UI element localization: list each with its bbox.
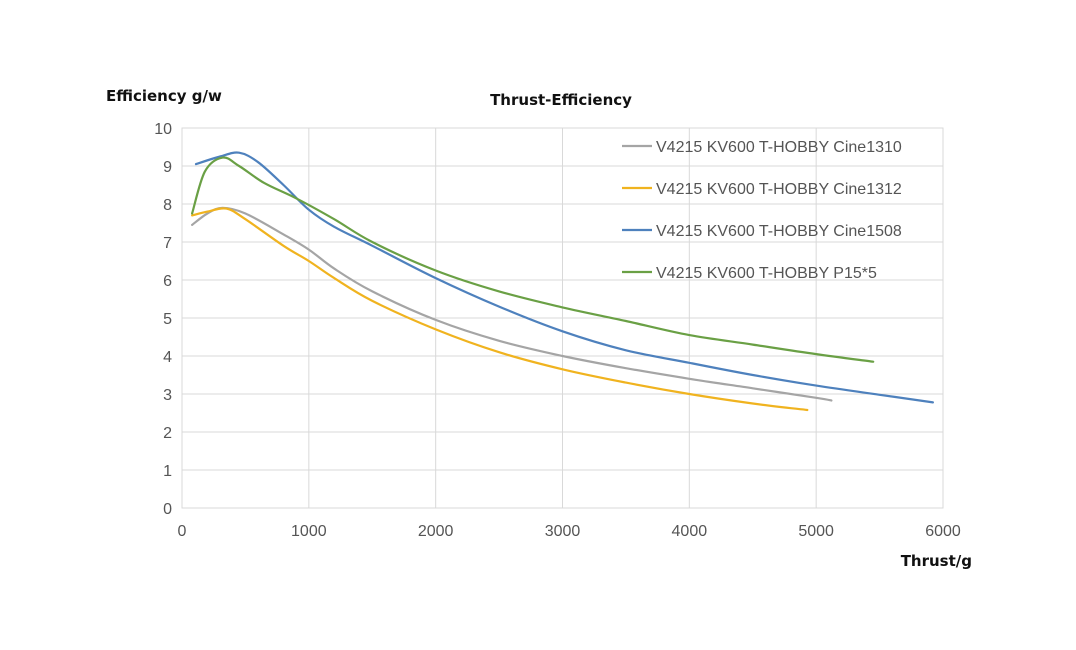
series-lines	[191, 151, 934, 412]
x-tick-label: 6000	[925, 523, 961, 540]
legend-label-2: V4215 KV600 T-HOBBY Cine1312	[656, 181, 902, 198]
y-tick-label: 10	[154, 121, 172, 138]
axis-ticks: 0 1 2 3 4 5 6 7 8 9 10 0 1000 2000 3000 4000 5000 6000	[154, 121, 961, 540]
x-tick-label: 0	[178, 523, 187, 540]
legend-label-3: V4215 KV600 T-HOBBY Cine1508	[656, 223, 902, 240]
x-tick-label: 4000	[672, 523, 708, 540]
y-axis-label: Efficiency g/w	[106, 87, 222, 105]
series-line-4	[191, 156, 875, 363]
x-tick-label: 3000	[545, 523, 581, 540]
plot-area-border	[181, 127, 944, 509]
legend: V4215 KV600 T-HOBBY Cine1310 V4215 KV600 …	[622, 139, 902, 282]
series-line-3	[194, 151, 934, 404]
y-tick-label: 2	[163, 425, 172, 442]
series-line-2	[191, 207, 809, 412]
legend-label-1: V4215 KV600 T-HOBBY Cine1310	[656, 139, 902, 156]
grid	[181, 127, 944, 509]
series-line-1	[191, 206, 833, 402]
x-tick-label: 1000	[291, 523, 327, 540]
y-tick-label: 5	[163, 311, 172, 328]
y-tick-label: 1	[163, 463, 172, 480]
y-tick-label: 4	[163, 349, 172, 366]
x-tick-label: 5000	[798, 523, 834, 540]
y-tick-label: 6	[163, 273, 172, 290]
legend-label-4: V4215 KV600 T-HOBBY P15*5	[656, 265, 877, 282]
y-tick-label: 7	[163, 235, 172, 252]
y-tick-label: 0	[163, 501, 172, 518]
y-tick-label: 8	[163, 197, 172, 214]
chart-title: Thrust-Efficiency	[490, 91, 632, 109]
x-axis-label: Thrust/g	[901, 552, 972, 570]
y-tick-label: 3	[163, 387, 172, 404]
y-tick-label: 9	[163, 159, 172, 176]
x-tick-label: 2000	[418, 523, 454, 540]
